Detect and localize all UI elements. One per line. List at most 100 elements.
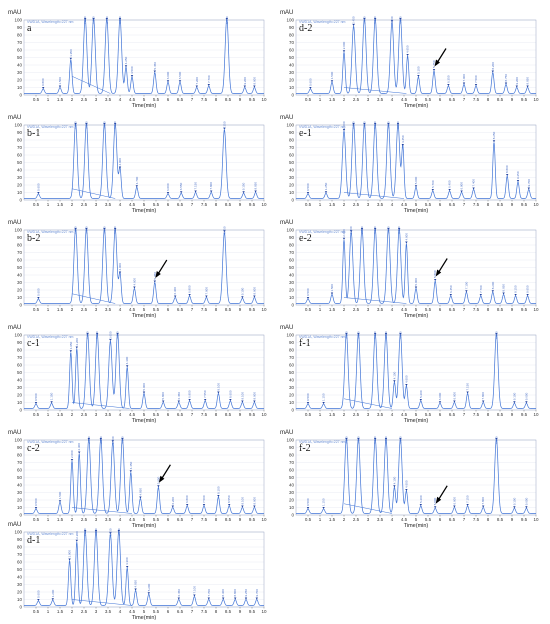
peak-marker <box>228 504 231 506</box>
x-tick-label: 7 <box>191 307 194 312</box>
peak-marker <box>229 399 232 401</box>
peak-marker <box>234 597 237 600</box>
peak-label: 3.000 <box>94 528 98 536</box>
peak-label: 1.200 <box>51 589 55 597</box>
peak-marker <box>186 504 189 506</box>
panel-label: e-2 <box>299 233 312 244</box>
x-tick-label: 2 <box>71 307 74 312</box>
peak-marker <box>210 190 213 193</box>
y-tick-label: 30 <box>17 280 23 285</box>
peak-label: 8.300 <box>221 589 225 597</box>
peak-marker <box>306 402 310 404</box>
peak-label: 5.100 <box>416 66 420 74</box>
chromatogram-panel-f-2: mAU f-2 VWD1A, Wavelength=227 nm 0 10 20 30 40 5… <box>280 428 545 528</box>
y-tick-label: 0 <box>19 93 22 98</box>
x-tick-label: 4 <box>119 97 122 102</box>
chromatogram-panel-e-2: mAU e-2 VWD1A, Wavelength=227 nm 0 10 20 30 40 5… <box>280 218 545 318</box>
peak-marker <box>390 20 394 23</box>
y-tick-label: 40 <box>17 273 23 278</box>
peak-marker <box>431 189 434 191</box>
x-tick-label: 8 <box>487 517 490 522</box>
peak-label: 1.900 <box>68 550 72 558</box>
peak-label: 9.100 <box>512 392 516 400</box>
peak-label: 6.900 <box>460 182 464 190</box>
x-tick-label: 9 <box>239 97 242 102</box>
peak-label: 7.000 <box>462 74 466 82</box>
x-tick-label: 1 <box>47 412 50 417</box>
peak-label: 1.150 <box>322 393 326 401</box>
peak-marker <box>225 18 228 20</box>
ylabel: mAU <box>8 430 21 436</box>
x-tick-label: 3 <box>95 307 98 312</box>
peak-label: 3.600 <box>108 331 112 339</box>
x-tick-label: 6.5 <box>449 412 456 417</box>
peak-label: 2.550 <box>83 16 87 24</box>
panel-label: f-2 <box>299 443 311 454</box>
x-tick-label: 9.5 <box>249 609 256 614</box>
peak-marker <box>399 18 402 20</box>
peak-marker <box>324 191 328 194</box>
peak-marker <box>417 75 420 77</box>
peak-marker <box>51 598 54 601</box>
y-tick-label: 80 <box>17 138 23 143</box>
peak-marker <box>432 69 436 71</box>
peak-label: 4.650 <box>134 580 138 588</box>
integration-baseline <box>343 297 407 304</box>
y-tick-label: 0 <box>291 303 294 308</box>
x-tick-label: 6.5 <box>449 517 456 522</box>
x-tick-label: 5.5 <box>153 202 160 207</box>
x-tick-label: 0.5 <box>305 517 312 522</box>
xlabel: Time(min) <box>132 103 157 108</box>
x-tick-label: 9.5 <box>249 412 256 417</box>
y-tick-label: 30 <box>289 175 295 180</box>
x-tick-label: 3 <box>95 517 98 522</box>
chromatogram-panel-c-1: mAU c-1 VWD1A, Wavelength=227 nm 0 10 20 30 40 5… <box>8 323 273 423</box>
x-tick-label: 7 <box>191 517 194 522</box>
panel-label: d-1 <box>27 535 40 546</box>
x-tick-label: 1 <box>47 307 50 312</box>
x-tick-label: 8 <box>487 412 490 417</box>
x-tick-label: 9 <box>511 307 514 312</box>
x-tick-label: 6 <box>167 307 170 312</box>
y-tick-label: 60 <box>17 48 23 53</box>
peak-label: 6.000 <box>166 71 170 79</box>
peak-marker <box>374 228 377 230</box>
y-tick-label: 30 <box>17 385 23 390</box>
peak-marker <box>242 191 245 194</box>
peak-marker <box>166 192 170 194</box>
xlabel: Time(min) <box>132 313 157 318</box>
y-tick-label: 70 <box>289 40 295 45</box>
arrow-head <box>434 59 440 67</box>
x-tick-label: 2.5 <box>353 412 360 417</box>
peak-marker <box>118 18 122 20</box>
detector-header: VWD1A, Wavelength=227 nm <box>27 532 74 536</box>
peak-label: 2.900 <box>92 16 96 24</box>
peak-label: 9.100 <box>240 392 244 400</box>
y-tick-label: 60 <box>17 560 23 565</box>
y-tick-label: 60 <box>289 468 295 473</box>
peak-marker <box>109 532 112 535</box>
x-tick-label: 5 <box>415 412 418 417</box>
peak-marker <box>130 75 134 77</box>
x-tick-label: 6.5 <box>449 202 456 207</box>
peak-marker <box>306 192 310 194</box>
peak-marker <box>345 438 348 440</box>
y-tick-label: 90 <box>17 130 23 135</box>
peak-label: 9.650 <box>526 285 530 293</box>
peak-marker <box>350 230 353 233</box>
x-tick-label: 2 <box>343 517 346 522</box>
peak-label: 9.700 <box>527 179 531 187</box>
peak-marker <box>202 504 206 506</box>
y-tick-label: 40 <box>17 483 23 488</box>
peak-label: 3.800 <box>113 121 117 129</box>
y-tick-label: 100 <box>14 18 22 23</box>
peak-marker <box>69 350 72 353</box>
x-tick-label: 2 <box>71 97 74 102</box>
integration-baseline <box>343 87 407 94</box>
peak-marker <box>495 333 498 335</box>
peak-marker <box>363 18 366 20</box>
integration-baseline <box>71 507 133 514</box>
peak-label: 3.350 <box>102 226 106 234</box>
peak-label: 9.600 <box>252 497 256 505</box>
peak-marker <box>188 399 191 401</box>
